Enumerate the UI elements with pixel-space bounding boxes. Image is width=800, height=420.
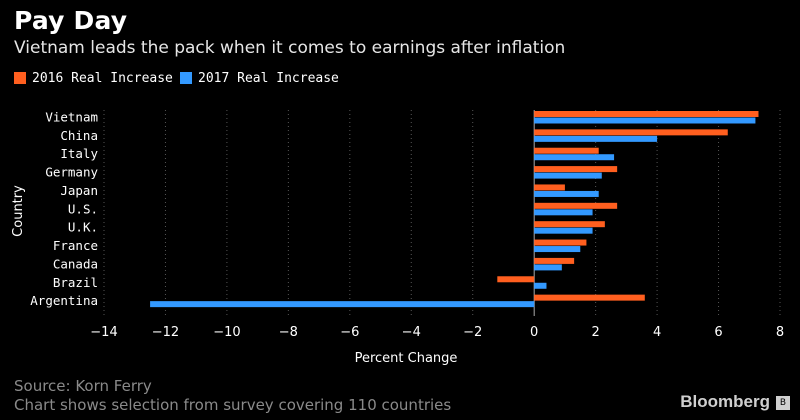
bar-canada-2016 xyxy=(534,257,575,264)
y-axis-title: Country xyxy=(11,185,26,237)
x-tick-label: 4 xyxy=(653,325,661,340)
bar-vietnam-2017 xyxy=(534,117,756,124)
bar-france-2017 xyxy=(534,246,581,253)
category-label: France xyxy=(53,238,98,253)
bar-china-2017 xyxy=(534,135,658,142)
category-label: Germany xyxy=(45,165,98,180)
x-tick-label: 0 xyxy=(530,325,538,340)
x-tick-label: −8 xyxy=(279,325,298,340)
x-tick-label: 8 xyxy=(776,325,784,340)
x-tick-label: −4 xyxy=(402,325,421,340)
bar-germany-2016 xyxy=(534,166,618,173)
chart-subtitle: Vietnam leads the pack when it comes to … xyxy=(14,38,566,58)
x-tick-label: −14 xyxy=(90,325,117,340)
category-label: Brazil xyxy=(53,275,98,290)
bar-japan-2017 xyxy=(534,190,599,197)
bar-brazil-2017 xyxy=(534,282,547,289)
legend-swatch-2017 xyxy=(180,72,192,84)
bar-us-2016 xyxy=(534,202,618,209)
bar-france-2016 xyxy=(534,239,587,246)
bar-china-2016 xyxy=(534,129,728,136)
bar-italy-2016 xyxy=(534,147,599,154)
category-label: China xyxy=(60,128,98,143)
legend-label-2017: 2017 Real Increase xyxy=(198,70,339,86)
x-tick-label: −10 xyxy=(213,325,240,340)
bar-uk-2016 xyxy=(534,221,605,228)
bar-argentina-2016 xyxy=(534,294,645,301)
bar-vietnam-2016 xyxy=(534,111,759,117)
category-label: Argentina xyxy=(30,293,98,308)
footnote: Chart shows selection from survey coveri… xyxy=(14,396,452,414)
brand-logo: Bloomberg xyxy=(680,392,770,411)
bar-argentina-2017 xyxy=(150,301,535,308)
brand-icon: B xyxy=(776,396,790,410)
bar-us-2017 xyxy=(534,209,593,216)
bar-japan-2016 xyxy=(534,184,565,191)
category-label: Italy xyxy=(60,146,98,161)
bar-italy-2017 xyxy=(534,154,615,161)
bar-germany-2017 xyxy=(534,172,602,179)
x-tick-label: −6 xyxy=(340,325,359,340)
x-tick-label: 2 xyxy=(591,325,599,340)
category-label: U.S. xyxy=(68,201,98,216)
x-tick-label: −2 xyxy=(463,325,482,340)
legend-label-2016: 2016 Real Increase xyxy=(32,70,173,86)
legend-swatch-2016 xyxy=(14,72,26,84)
category-label: Vietnam xyxy=(45,110,98,125)
x-axis-title: Percent Change xyxy=(355,351,458,366)
bar-uk-2017 xyxy=(534,227,593,234)
bar-brazil-2016 xyxy=(497,276,535,283)
category-label: Japan xyxy=(60,183,98,198)
bar-canada-2017 xyxy=(534,264,562,271)
source-note: Source: Korn Ferry xyxy=(14,377,152,395)
x-tick-label: 6 xyxy=(714,325,722,340)
legend-item-2016: 2016 Real Increase xyxy=(14,70,173,86)
x-tick-label: −12 xyxy=(152,325,179,340)
category-label: U.K. xyxy=(68,220,98,235)
legend-item-2017: 2017 Real Increase xyxy=(180,70,339,86)
category-label: Canada xyxy=(53,256,98,271)
chart-title: Pay Day xyxy=(14,6,128,35)
